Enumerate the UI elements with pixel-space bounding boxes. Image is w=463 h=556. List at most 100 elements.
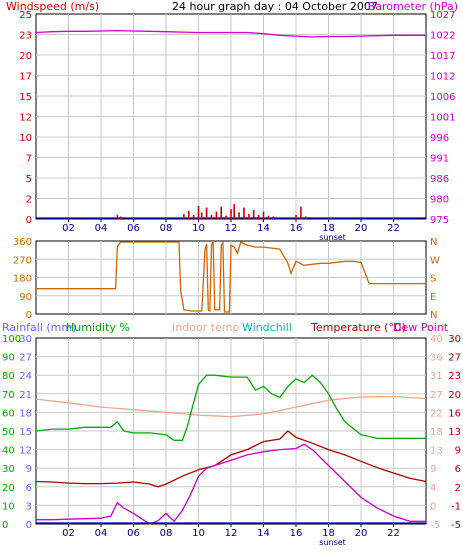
indoor-temp-tick: 18 (430, 427, 443, 438)
humidity-tick: 60 (2, 408, 15, 419)
rainfall-tick: 30 (19, 334, 32, 345)
rainfall-label: Rainfall (mm) (2, 321, 76, 334)
p1-x-tick: 10 (192, 223, 205, 234)
humidity-line (35, 374, 426, 441)
indoor-temp-tick: 9 (430, 464, 436, 475)
wind-baro-panel: 0257101215172023259759809869919961001100… (19, 10, 455, 242)
p2-right-tick: E (430, 292, 436, 303)
p1-x-tick: 20 (355, 223, 368, 234)
dew-point-label: Dew Point (393, 321, 449, 334)
sunset-marker: sunset (319, 538, 346, 547)
p1-left-tick: 12 (19, 113, 32, 124)
p1-right-tick: 980 (430, 195, 449, 206)
humidity-tick: 30 (2, 464, 15, 475)
indoor-temp-tick: 31 (430, 371, 443, 382)
p2-right-tick: W (430, 255, 440, 266)
windspeed-bar (192, 214, 195, 219)
p3-x-tick: 14 (257, 528, 270, 539)
p1-left-tick: 7 (26, 154, 32, 165)
p1-right-tick: 996 (430, 133, 449, 144)
windspeed-bar (272, 216, 274, 219)
p1-left-tick: 23 (19, 31, 32, 42)
windspeed-bar (262, 211, 265, 219)
temperature-tick: -5 (451, 520, 461, 531)
indoor-temp-line (35, 395, 427, 418)
p1-x-tick: 18 (322, 223, 335, 234)
windspeed-bar (119, 216, 122, 219)
windspeed-bar (205, 207, 208, 219)
windspeed-label: Windspeed (m/s) (6, 0, 99, 13)
p1-left-tick: 5 (26, 174, 32, 185)
p1-right-tick: 1027 (430, 10, 455, 21)
rainfall-tick: 24 (19, 371, 32, 382)
p1-right-tick: 975 (430, 215, 449, 226)
humidity-label: Humidity % (66, 321, 130, 334)
temperature-label: Temperature (°C) (310, 321, 406, 334)
windspeed-bar (267, 215, 270, 219)
wind-direction-line (36, 240, 426, 313)
windspeed-bar (238, 212, 240, 219)
windspeed-bar (220, 206, 222, 219)
humidity-tick: 50 (2, 427, 15, 438)
windspeed-bar (215, 211, 218, 219)
windspeed-bar (252, 210, 255, 219)
p3-x-tick: 20 (355, 528, 368, 539)
windspeed-bar (233, 204, 235, 219)
p3-x-tick: 12 (225, 528, 238, 539)
humidity-tick: 80 (2, 371, 15, 382)
temperature-tick: 16 (448, 408, 461, 419)
p3-x-tick: 18 (322, 528, 335, 539)
windspeed-bar (116, 214, 119, 219)
temperature-tick: -1 (451, 501, 461, 512)
p1-right-tick: 991 (430, 154, 449, 165)
p1-x-tick: 02 (62, 223, 75, 234)
p2-right-tick: N (430, 310, 437, 321)
windspeed-bar (305, 216, 307, 219)
humidity-tick: 100 (2, 334, 21, 345)
barometer-line (35, 29, 426, 38)
temperature-tick: 27 (448, 353, 461, 364)
rainfall-tick: 3 (26, 501, 32, 512)
p3-x-tick: 06 (127, 528, 140, 539)
windspeed-bar (243, 207, 245, 219)
indoor-temp-tick: 22 (430, 408, 443, 419)
humidity-tick: 70 (2, 390, 15, 401)
rainfall-tick: 9 (26, 464, 32, 475)
indoor-temp-tick: 27 (430, 390, 443, 401)
rainfall-tick: 27 (19, 353, 32, 364)
windspeed-bar (183, 214, 185, 219)
temperature-line (35, 430, 427, 488)
rainfall-tick: 18 (19, 408, 32, 419)
temperature-tick: 23 (448, 371, 461, 382)
indoor-temp-tick: 4 (430, 483, 436, 494)
windspeed-bar (210, 214, 213, 219)
temperature-tick: 2 (455, 483, 461, 494)
temperature-tick: 30 (448, 334, 461, 345)
indoor-temp-tick: 13 (430, 446, 443, 457)
indoor-temp-tick: 0 (430, 501, 436, 512)
p1-x-tick: 12 (225, 223, 238, 234)
p2-left-tick: 0 (26, 310, 32, 321)
humidity-tick: 90 (2, 353, 15, 364)
dew-point-line (36, 443, 426, 525)
sunset-marker: sunset (319, 233, 346, 242)
windspeed-bar (187, 210, 190, 219)
p1-x-tick: 08 (160, 223, 173, 234)
indoor-temp-label: Indoor temp (172, 321, 239, 334)
indoor-temp-tick: -5 (430, 520, 440, 531)
p1-left-tick: 20 (19, 51, 32, 62)
windspeed-bar (257, 214, 260, 219)
windspeed-bar (300, 206, 302, 219)
p3-x-tick: 02 (62, 528, 75, 539)
p3-x-tick: 16 (290, 528, 303, 539)
p2-left-tick: 90 (19, 292, 32, 303)
rainfall-tick: 21 (19, 390, 32, 401)
temperature-tick: 9 (455, 446, 461, 457)
indoor-temp-tick: 40 (430, 334, 443, 345)
p3-x-tick: 08 (160, 528, 173, 539)
p3-x-tick: 04 (95, 528, 108, 539)
rainfall-tick: 6 (26, 483, 32, 494)
p1-left-tick: 15 (19, 92, 32, 103)
